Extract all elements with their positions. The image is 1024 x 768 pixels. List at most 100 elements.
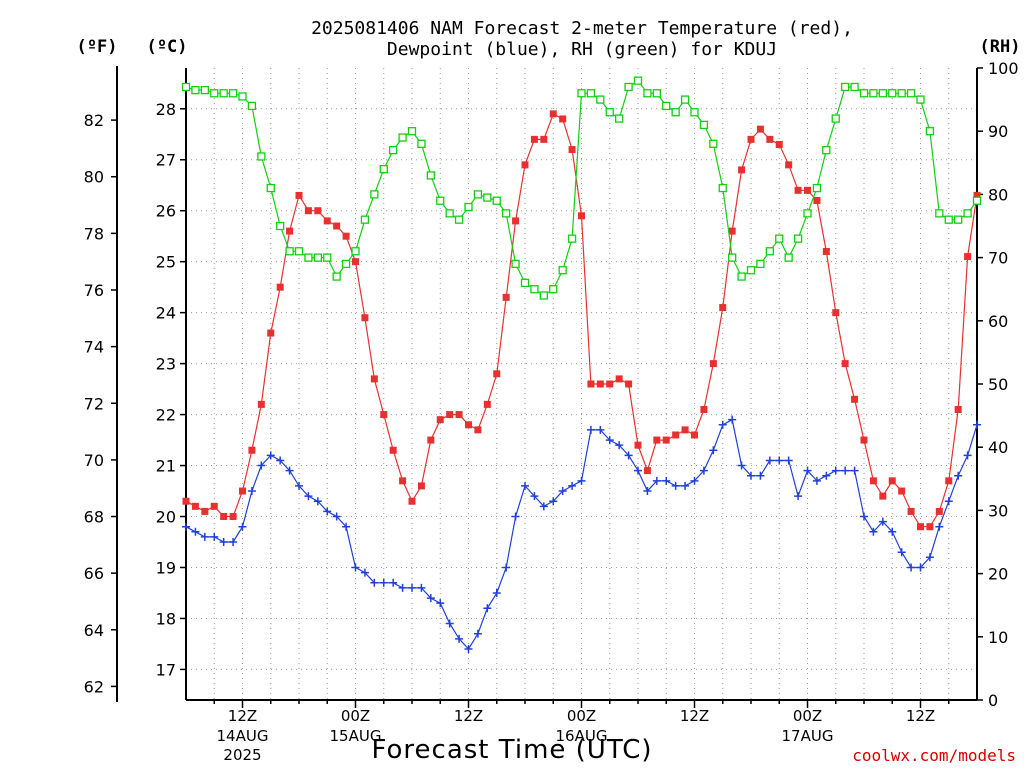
rh-point bbox=[586, 89, 596, 98]
dewpoint-point bbox=[737, 461, 746, 470]
rh-point bbox=[756, 259, 765, 269]
dewpoint-point bbox=[605, 436, 614, 445]
celsius-tick-label: 24 bbox=[156, 304, 176, 323]
fahrenheit-tick-label: 68 bbox=[84, 508, 104, 527]
temperature-point bbox=[879, 492, 887, 500]
dewpoint-point bbox=[596, 425, 605, 434]
dewpoint-point bbox=[426, 594, 435, 603]
temperature-point bbox=[926, 523, 934, 531]
temperature-point bbox=[493, 370, 501, 378]
dewpoint-point bbox=[351, 563, 360, 572]
rh-point bbox=[276, 221, 285, 231]
dewpoint-point bbox=[615, 441, 624, 450]
dewpoint-point bbox=[342, 522, 351, 531]
dewpoint-point bbox=[888, 527, 897, 536]
temperature-point bbox=[681, 426, 689, 434]
rh-tick-label: 70 bbox=[988, 249, 1008, 268]
temperature-point bbox=[954, 405, 962, 413]
rh-point bbox=[822, 146, 831, 155]
dewpoint-point bbox=[935, 522, 944, 531]
dewpoint-point bbox=[323, 507, 332, 516]
rh-point bbox=[784, 253, 793, 262]
fahrenheit-tick-label: 76 bbox=[84, 281, 104, 300]
x-axis-title: Forecast Time (UTC) bbox=[371, 735, 652, 765]
temperature-point bbox=[352, 258, 359, 266]
temperature-point bbox=[596, 380, 604, 388]
dewpoint-point bbox=[219, 538, 228, 546]
dewpoint-point bbox=[944, 497, 953, 506]
rh-point bbox=[897, 89, 906, 98]
dewpoint-point bbox=[360, 568, 369, 577]
temperature-point bbox=[662, 436, 670, 444]
dewpoint-point bbox=[313, 497, 322, 506]
rh-tick-label: 0 bbox=[988, 691, 998, 710]
temperature-point bbox=[738, 166, 746, 174]
temperature-point bbox=[389, 446, 397, 454]
temperature-point bbox=[606, 380, 614, 388]
temperature-point bbox=[785, 161, 793, 169]
temperature-point bbox=[841, 360, 849, 368]
rh-point bbox=[624, 82, 633, 92]
temperature-point bbox=[465, 421, 472, 429]
x-tick-label: 12Z bbox=[228, 707, 257, 725]
temperature-point bbox=[709, 360, 717, 368]
dewpoint-point bbox=[266, 451, 275, 460]
dewpoint-point bbox=[304, 492, 313, 501]
temperature-point bbox=[182, 497, 190, 505]
temperature-point bbox=[436, 416, 444, 424]
dewpoint-point bbox=[464, 645, 473, 654]
temperature-point bbox=[625, 380, 633, 388]
dewpoint-point bbox=[690, 476, 699, 485]
dewpoint-point bbox=[784, 456, 793, 465]
rh-point bbox=[662, 101, 671, 111]
temperature-point bbox=[483, 400, 491, 408]
dewpoint-point bbox=[681, 481, 690, 490]
rh-point bbox=[370, 190, 379, 199]
temperature-point bbox=[587, 380, 595, 388]
dewpoint-point bbox=[709, 446, 718, 455]
temperature-point bbox=[239, 487, 246, 495]
rh-point bbox=[464, 202, 473, 212]
rh-point bbox=[492, 196, 501, 205]
dewpoint-point bbox=[417, 583, 426, 592]
rh-point bbox=[605, 108, 614, 117]
temperature-point bbox=[578, 212, 585, 220]
temperature-point bbox=[446, 411, 454, 419]
rh-point bbox=[944, 215, 953, 224]
dewpoint-point bbox=[539, 502, 548, 511]
rh-point bbox=[351, 247, 360, 256]
celsius-tick-label: 27 bbox=[156, 151, 176, 170]
fahrenheit-tick-label: 62 bbox=[84, 677, 104, 696]
dewpoint-point bbox=[925, 553, 934, 562]
dewpoint-point bbox=[492, 588, 501, 597]
rh-point bbox=[341, 259, 351, 269]
celsius-tick-label: 21 bbox=[156, 457, 176, 476]
temperature-point bbox=[333, 222, 341, 230]
fahrenheit-tick-label: 70 bbox=[84, 451, 104, 470]
rh-point bbox=[407, 127, 417, 136]
temperature-point bbox=[427, 436, 435, 444]
axes bbox=[111, 66, 983, 708]
temperature-point bbox=[973, 191, 981, 199]
dewpoint-point bbox=[445, 619, 454, 628]
rh-point bbox=[812, 183, 822, 193]
rh-unit-label: (RH) bbox=[980, 37, 1021, 57]
temperature-point bbox=[634, 441, 642, 449]
rh-point bbox=[181, 82, 191, 92]
fahrenheit-tick-label: 78 bbox=[84, 224, 104, 243]
temperature-point bbox=[813, 197, 821, 205]
chart-title-line1: 2025081406 NAM Forecast 2-meter Temperat… bbox=[311, 18, 853, 39]
celsius-unit-label: (ºC) bbox=[147, 37, 188, 57]
rh-point bbox=[567, 234, 577, 243]
dewpoint-point bbox=[247, 487, 256, 496]
celsius-tick-label: 26 bbox=[156, 202, 176, 221]
dewpoint-point bbox=[718, 420, 727, 429]
dewpoint-point bbox=[907, 563, 916, 572]
temperature-point bbox=[766, 135, 774, 143]
data-series bbox=[181, 76, 982, 654]
temperature-point bbox=[747, 135, 755, 143]
dewpoint-point bbox=[624, 451, 633, 460]
dewpoint-point bbox=[643, 487, 652, 496]
fahrenheit-tick-label: 74 bbox=[84, 338, 104, 357]
